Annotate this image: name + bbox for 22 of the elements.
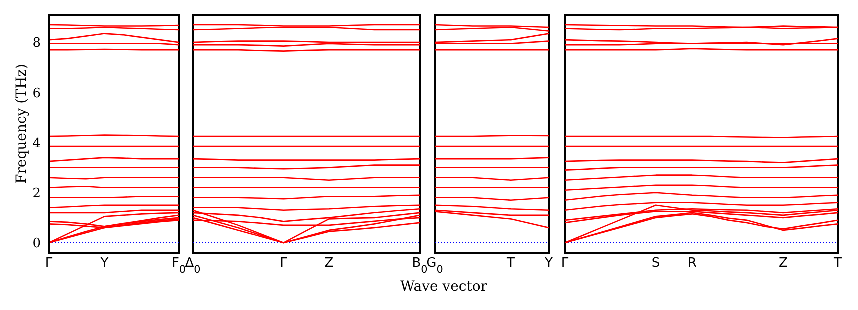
y-tick-label: 0 bbox=[32, 236, 41, 252]
y-tick-label: 4 bbox=[32, 136, 41, 152]
y-tick-label: 8 bbox=[32, 36, 41, 52]
x-tick-label: F$_{0}$ bbox=[172, 256, 186, 276]
x-axis-title: Wave vector bbox=[400, 279, 488, 295]
x-tick-label: S bbox=[652, 256, 660, 271]
x-tick-label: Y bbox=[100, 256, 109, 271]
y-axis-title: Frequency (THz) bbox=[14, 64, 30, 184]
x-tick-label: T bbox=[833, 256, 842, 271]
x-tick-label: Z bbox=[778, 256, 788, 271]
x-tick-label: Δ$_{0}$ bbox=[185, 256, 201, 276]
x-tick-label: Z bbox=[324, 256, 334, 271]
x-tick-label: R bbox=[688, 256, 697, 271]
x-tick-label: G$_{0}$ bbox=[426, 256, 444, 276]
x-tick-label: Γ bbox=[280, 256, 288, 271]
x-tick-label: T bbox=[506, 256, 516, 271]
y-tick-label: 6 bbox=[32, 86, 41, 102]
x-tick-label: Γ bbox=[45, 256, 54, 271]
x-tick-label: Y bbox=[544, 256, 554, 271]
y-tick-label: 2 bbox=[32, 186, 41, 202]
x-tick-label: B$_{0}$ bbox=[412, 256, 428, 276]
x-tick-label: Γ bbox=[561, 256, 570, 271]
